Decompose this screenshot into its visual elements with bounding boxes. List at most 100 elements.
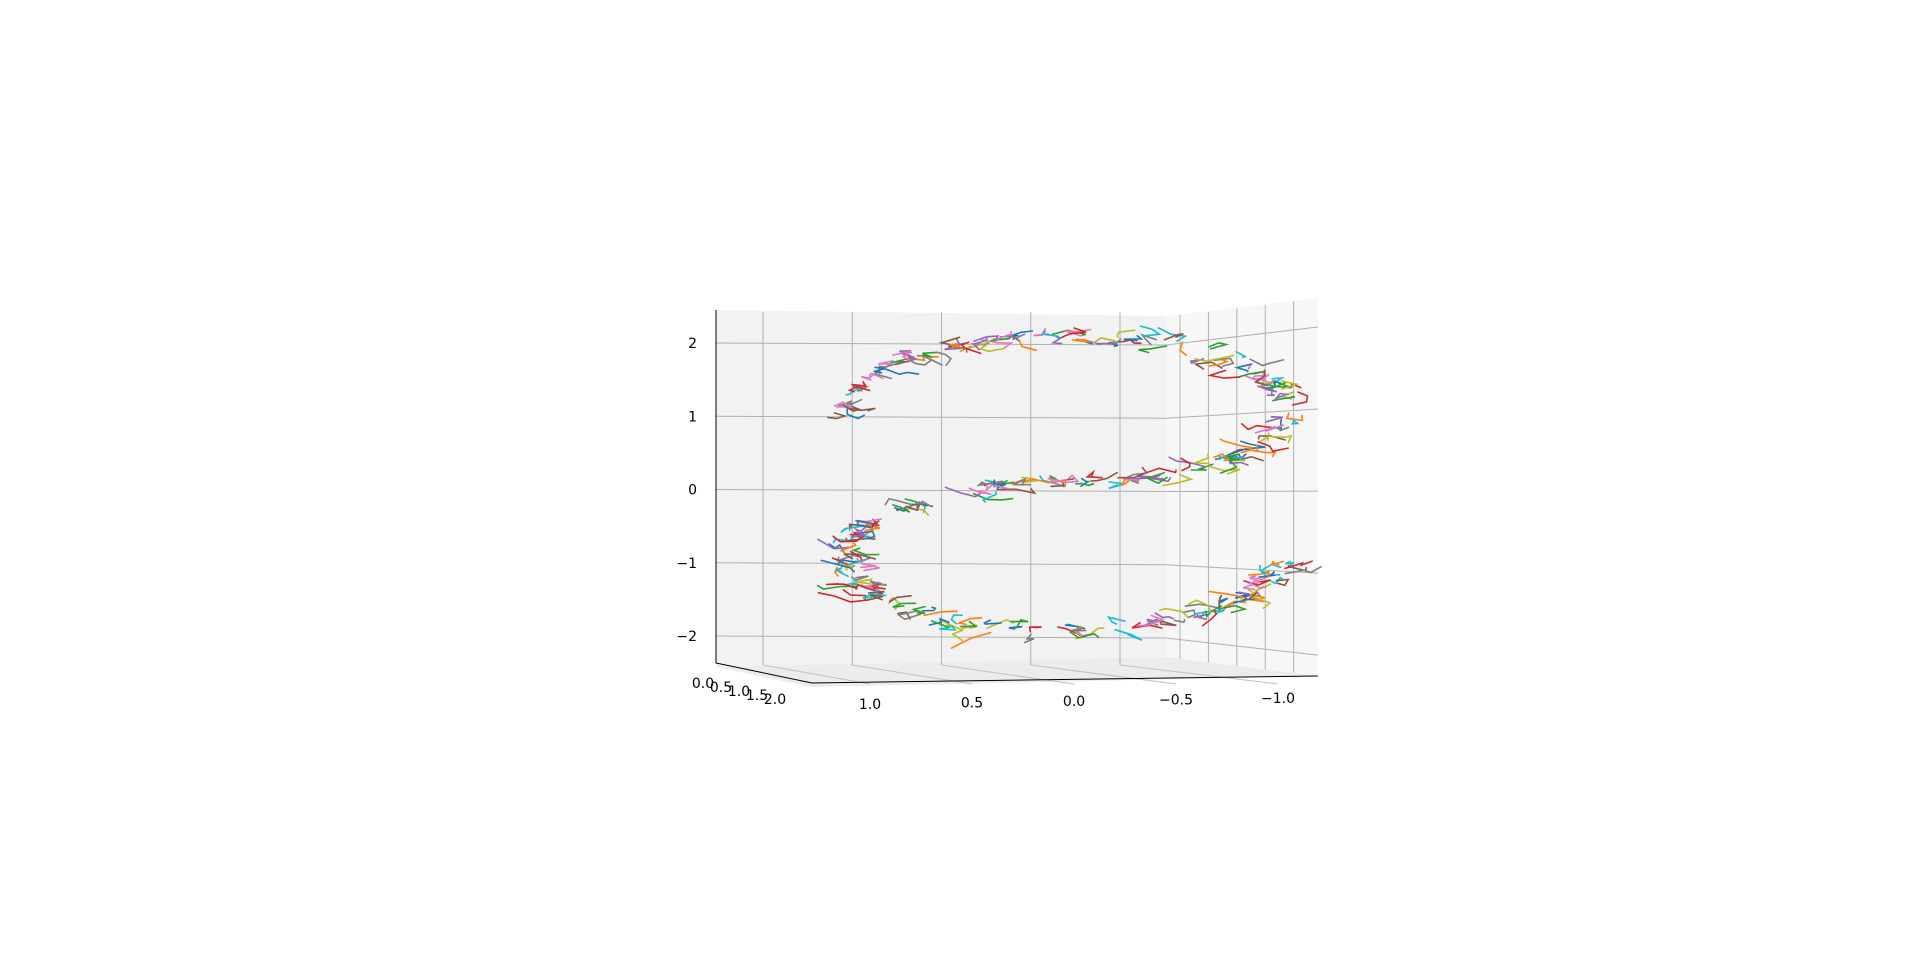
series-segment [1069,631,1100,639]
series-segment [1163,333,1184,341]
series-segment [996,487,1037,495]
bottom-grid-line [941,664,1075,685]
series-segment [972,492,1014,501]
z-grid-line [715,415,1167,419]
z-tick-label: −2 [676,629,697,645]
series-segment [891,350,912,361]
series-segment [849,533,870,542]
x-tick-label: 0.5 [961,696,983,712]
series-segment [1047,477,1079,486]
series-segment [1257,385,1278,393]
series-segment [1187,599,1212,613]
series-segment [817,591,870,603]
series-segment [1287,564,1307,572]
series-segment [1190,463,1214,471]
series-segment [944,486,983,498]
series-segment [981,491,998,503]
x-tick-label: 1.0 [859,697,881,713]
series-segment [885,368,920,376]
series-segment [860,372,876,381]
series-segment [896,610,922,621]
series-segment [1136,614,1166,627]
series-segment [1124,472,1147,484]
bottom-pane [716,657,1318,687]
bottom-grid-line [762,664,871,685]
series-segment [1258,571,1276,579]
series-segment [938,336,961,348]
series-segment [1174,618,1186,623]
series-segment [1194,354,1235,362]
series-segment [890,357,911,364]
series-segment [873,366,886,374]
series-segment [1194,609,1225,615]
series-segment [1219,457,1238,474]
series-segment [836,554,860,562]
x-tick-label: −0.5 [1159,693,1193,709]
series-segment [851,547,880,556]
series-segment [1275,578,1290,587]
series-segment [1114,628,1143,641]
series-segment [1032,478,1067,488]
series-segment [905,503,921,512]
series-segment [1213,357,1235,367]
series-segment [837,559,857,565]
series-segment [1207,369,1240,379]
series-segment [907,358,933,366]
series-segment [986,618,1014,630]
series-segment [1010,618,1029,628]
z-tick-label: 0 [688,483,697,499]
series-segment [858,530,876,540]
series-segment [847,407,876,412]
series-segment [1266,388,1275,397]
series-segment [1085,469,1103,479]
series-segment [820,559,856,573]
x-tick-label: −1.0 [1261,691,1295,707]
series-segment [1123,334,1144,342]
series-segment [871,520,880,529]
y-tick-label: 1.5 [746,688,768,704]
series-segment [1189,357,1205,365]
z-tick-label: 1 [688,409,697,425]
series-segment [1157,619,1177,627]
series-segment [1145,471,1168,485]
series-segment [839,564,854,571]
series-segment [1075,482,1095,487]
series-segment [1012,477,1031,486]
z-grid-line-side [1165,637,1319,656]
series-segment [939,624,957,631]
series-segment [992,479,1007,489]
series-segment [1179,341,1188,357]
series-segment [1240,422,1273,431]
series-segment [1204,605,1223,619]
z-grid-line-side [1165,408,1319,419]
series-segment [1260,432,1270,443]
series-segment [1023,633,1035,644]
series-segment [950,614,963,625]
series-segment [1259,563,1282,576]
series-segment [1208,359,1230,367]
series-segment [825,582,858,590]
series-segment [850,575,869,581]
series-segment [1208,590,1244,600]
series-segment [1139,333,1158,346]
series-segment [1108,481,1126,490]
axis-lines [715,310,1319,684]
y-tick-label: 0.0 [692,676,714,692]
series-segment [1159,607,1189,618]
series-segment [1233,363,1253,373]
series-segment [1290,417,1300,425]
series-segment [910,605,926,615]
series-segment [1249,594,1272,610]
series-segment [959,620,979,628]
series-segment [1184,603,1222,610]
series-segment [1257,435,1286,441]
series-segment [847,385,871,393]
series-segment [1131,621,1163,629]
series-segment [1213,453,1231,462]
series-segment [1133,475,1155,480]
series-segment [845,537,876,542]
series-segment [846,398,863,405]
series-segment [1028,626,1042,633]
series-segment [1250,593,1266,602]
series-segment [1291,391,1309,406]
